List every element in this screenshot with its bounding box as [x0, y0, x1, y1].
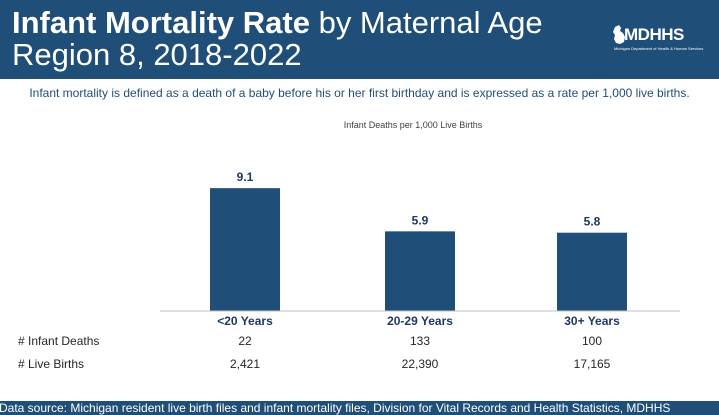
infant-deaths-value-2: 100 [582, 334, 602, 348]
live-births-row-label: # Live Births [18, 357, 84, 371]
bar-1 [385, 231, 455, 311]
value-label-1: 5.9 [412, 213, 429, 227]
bar-chart: Infant Deaths per 1,000 Live Births 9.1 <2… [18, 120, 680, 371]
value-label-0: 9.1 [237, 170, 254, 184]
header-banner: Infant Mortality Rate by Maternal Age Re… [0, 0, 719, 79]
bar-0 [210, 188, 280, 311]
data-source-text: Data source: Michigan resident live birt… [0, 401, 671, 415]
infant-deaths-value-1: 133 [410, 334, 430, 348]
live-births-value-2: 17,165 [574, 357, 611, 371]
infant-deaths-row-label: # Infant Deaths [18, 334, 99, 348]
logo-subtext: Michigan Department of Health & Human Se… [614, 46, 704, 51]
infant-deaths-value-0: 22 [238, 334, 252, 348]
mdhhs-logo: MDHHS Michigan Department of Health & Hu… [612, 22, 708, 62]
footer-bar: Data source: Michigan resident live birt… [0, 401, 719, 415]
live-births-value-1: 22,390 [402, 357, 439, 371]
live-births-value-0: 2,421 [230, 357, 260, 371]
value-label-2: 5.8 [584, 215, 601, 229]
page-subtitle-region: Region 8, 2018-2022 [12, 37, 302, 72]
title-rest: by Maternal Age [309, 5, 543, 40]
category-label-2: 30+ Years [564, 314, 620, 328]
logo-text: MDHHS [624, 25, 684, 44]
page-title: Infant Mortality Rate by Maternal Age [12, 5, 543, 41]
definition-text: Infant mortality is defined as a death o… [29, 86, 690, 100]
michigan-icon [613, 25, 625, 44]
category-label-1: 20-29 Years [387, 314, 453, 328]
category-label-0: <20 Years [217, 314, 273, 328]
chart-title: Infant Deaths per 1,000 Live Births [344, 120, 483, 130]
bar-2 [557, 232, 627, 311]
title-bold: Infant Mortality Rate [12, 5, 310, 40]
